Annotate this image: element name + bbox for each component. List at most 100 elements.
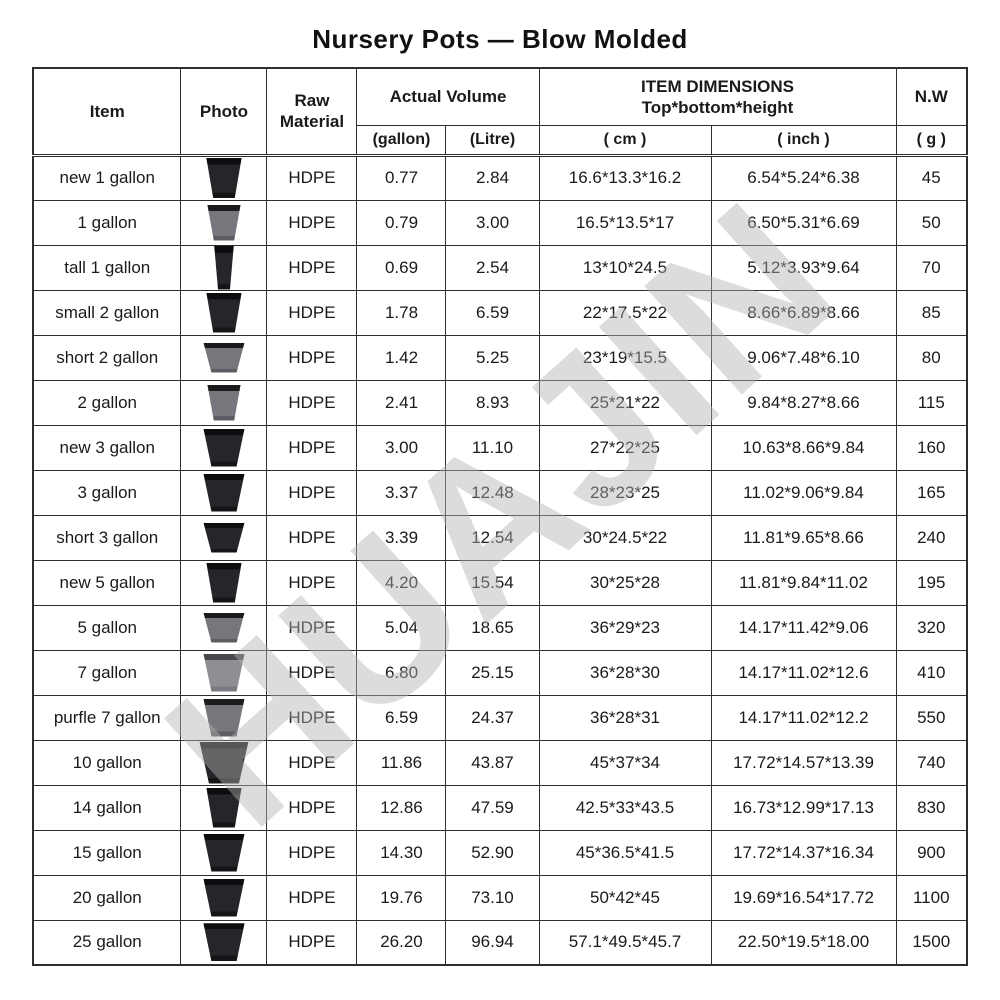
cell-net-weight: 320 [895, 604, 968, 651]
table-row: 15 gallon HDPE 14.30 52.90 45*36.5*41.5 17.72… [32, 829, 968, 876]
cell-photo [180, 469, 268, 516]
cell-volume-gallon: 0.79 [356, 199, 447, 246]
pot-icon [214, 246, 234, 289]
cell-volume-gallon: 3.39 [356, 514, 447, 561]
cell-raw-material: HDPE [266, 154, 358, 201]
cell-dimensions-inch: 16.73*12.99*17.13 [710, 784, 897, 831]
col-header-photo: Photo [180, 67, 268, 157]
cell-volume-litre: 2.54 [445, 244, 540, 291]
cell-item: new 1 gallon [32, 154, 182, 201]
cell-photo [180, 199, 268, 246]
cell-photo [180, 694, 268, 741]
cell-dimensions-inch: 8.66*6.89*8.66 [710, 289, 897, 336]
cell-volume-gallon: 1.42 [356, 334, 447, 381]
cell-net-weight: 160 [895, 424, 968, 471]
cell-photo [180, 559, 268, 606]
cell-net-weight: 240 [895, 514, 968, 561]
cell-item: tall 1 gallon [32, 244, 182, 291]
cell-net-weight: 45 [895, 154, 968, 201]
cell-photo [180, 289, 268, 336]
cell-dimensions-cm: 30*24.5*22 [538, 514, 712, 561]
cell-raw-material: HDPE [266, 649, 358, 696]
cell-volume-litre: 18.65 [445, 604, 540, 651]
cell-dimensions-cm: 25*21*22 [538, 379, 712, 426]
table-row: 14 gallon HDPE 12.86 47.59 42.5*33*43.5 16.73… [32, 784, 968, 831]
cell-net-weight: 900 [895, 829, 968, 876]
cell-volume-litre: 15.54 [445, 559, 540, 606]
cell-photo [180, 604, 268, 651]
cell-volume-gallon: 6.59 [356, 694, 447, 741]
table-row: 1 gallon HDPE 0.79 3.00 16.5*13.5*17 6.50*5.3… [32, 199, 968, 246]
cell-raw-material: HDPE [266, 199, 358, 246]
cell-net-weight: 830 [895, 784, 968, 831]
cell-dimensions-cm: 22*17.5*22 [538, 289, 712, 336]
col-header-nw: N.W [895, 67, 968, 126]
cell-item: short 2 gallon [32, 334, 182, 381]
cell-raw-material: HDPE [266, 694, 358, 741]
cell-raw-material: HDPE [266, 739, 358, 786]
cell-net-weight: 85 [895, 289, 968, 336]
cell-net-weight: 70 [895, 244, 968, 291]
cell-dimensions-inch: 6.50*5.31*6.69 [710, 199, 897, 246]
cell-volume-litre: 8.93 [445, 379, 540, 426]
raw-material-line2: Material [279, 112, 345, 132]
pot-icon [203, 428, 245, 467]
cell-photo [180, 739, 268, 786]
cell-dimensions-inch: 17.72*14.57*13.39 [710, 739, 897, 786]
cell-dimensions-inch: 14.17*11.02*12.2 [710, 694, 897, 741]
cell-dimensions-cm: 50*42*45 [538, 874, 712, 921]
pot-icon [206, 562, 242, 603]
cell-volume-litre: 47.59 [445, 784, 540, 831]
cell-dimensions-cm: 27*22*25 [538, 424, 712, 471]
cell-volume-gallon: 0.69 [356, 244, 447, 291]
cell-volume-gallon: 14.30 [356, 829, 447, 876]
cell-item: 25 gallon [32, 919, 182, 966]
table-row: 10 gallon HDPE 11.86 43.87 45*37*34 17.72*14.… [32, 739, 968, 786]
pot-icon [203, 698, 245, 737]
cell-volume-litre: 2.84 [445, 154, 540, 201]
cell-item: 2 gallon [32, 379, 182, 426]
cell-dimensions-inch: 14.17*11.02*12.6 [710, 649, 897, 696]
cell-raw-material: HDPE [266, 559, 358, 606]
cell-net-weight: 1500 [895, 919, 968, 966]
cell-item: 10 gallon [32, 739, 182, 786]
page-title: Nursery Pots — Blow Molded [312, 24, 688, 54]
table-header: Item Photo Raw Material Actual Volume IT… [32, 67, 968, 157]
cell-dimensions-inch: 5.12*3.93*9.64 [710, 244, 897, 291]
cell-dimensions-cm: 36*28*30 [538, 649, 712, 696]
cell-raw-material: HDPE [266, 424, 358, 471]
cell-volume-gallon: 11.86 [356, 739, 447, 786]
dimensions-line2: Top*bottom*height [641, 97, 794, 117]
col-subheader-cm: ( cm ) [538, 124, 712, 157]
cell-dimensions-inch: 9.84*8.27*8.66 [710, 379, 897, 426]
cell-item: 14 gallon [32, 784, 182, 831]
table-row: 3 gallon HDPE 3.37 12.48 28*23*25 11.02*9.06*… [32, 469, 968, 516]
cell-volume-litre: 96.94 [445, 919, 540, 966]
table-row: 25 gallon HDPE 26.20 96.94 57.1*49.5*45.7 22.… [32, 919, 968, 966]
cell-net-weight: 550 [895, 694, 968, 741]
table-row: 5 gallon HDPE 5.04 18.65 36*29*23 14.17*11.42… [32, 604, 968, 651]
cell-dimensions-cm: 16.5*13.5*17 [538, 199, 712, 246]
cell-volume-litre: 73.10 [445, 874, 540, 921]
cell-volume-gallon: 1.78 [356, 289, 447, 336]
pot-icon [199, 741, 249, 784]
col-subheader-inch: ( inch ) [710, 124, 897, 157]
cell-volume-gallon: 0.77 [356, 154, 447, 201]
cell-volume-gallon: 19.76 [356, 874, 447, 921]
cell-raw-material: HDPE [266, 379, 358, 426]
col-header-raw-material: Raw Material [266, 67, 358, 157]
cell-dimensions-cm: 13*10*24.5 [538, 244, 712, 291]
dimensions-line1: ITEM DIMENSIONS [641, 76, 795, 96]
cell-volume-gallon: 3.00 [356, 424, 447, 471]
cell-dimensions-inch: 14.17*11.42*9.06 [710, 604, 897, 651]
table-row: short 3 gallon HDPE 3.39 12.54 30*24.5*22 11.… [32, 514, 968, 561]
cell-dimensions-inch: 11.81*9.84*11.02 [710, 559, 897, 606]
cell-volume-litre: 12.54 [445, 514, 540, 561]
spec-table: Item Photo Raw Material Actual Volume IT… [31, 67, 969, 966]
cell-dimensions-cm: 23*19*15.5 [538, 334, 712, 381]
table-row: new 3 gallon HDPE 3.00 11.10 27*22*25 10.63*8… [32, 424, 968, 471]
cell-net-weight: 410 [895, 649, 968, 696]
cell-photo [180, 514, 268, 561]
cell-raw-material: HDPE [266, 784, 358, 831]
cell-photo [180, 379, 268, 426]
